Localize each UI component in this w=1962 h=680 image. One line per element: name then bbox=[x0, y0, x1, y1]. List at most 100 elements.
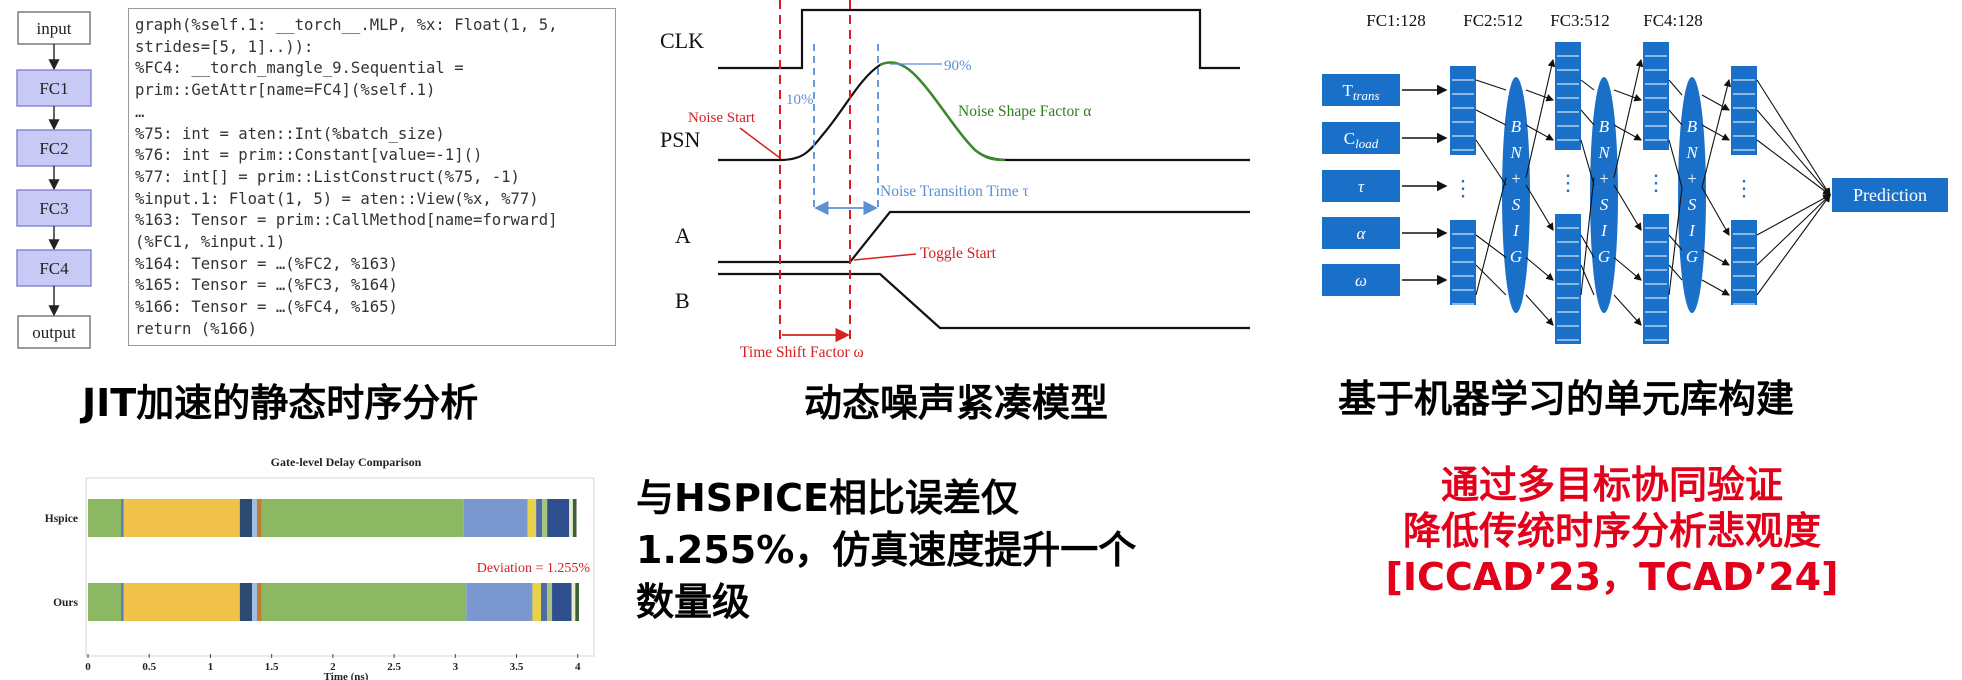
nn-connection bbox=[1475, 234, 1507, 258]
code-line: … bbox=[135, 102, 145, 121]
nn-connection bbox=[1525, 257, 1554, 281]
clk-waveform bbox=[718, 8, 1240, 70]
conclusion-line: 降低传统时序分析悲观度 bbox=[1402, 509, 1821, 553]
code-line: strides=[5, 1]..)): bbox=[135, 37, 314, 56]
delay-comparison-chart: Gate-level Delay Comparison Hspice Ours 0 0… bbox=[45, 455, 595, 680]
x-tick-label: 3 bbox=[453, 661, 459, 673]
code-line: %164: Tensor = …(%FC2, %163) bbox=[135, 254, 398, 273]
bn-sig-char: B bbox=[1687, 117, 1698, 136]
layer-header: FC4:128 bbox=[1643, 11, 1703, 30]
nn-connection bbox=[1475, 109, 1507, 126]
code-line: %76: int = prim::Constant[value=-1]() bbox=[135, 146, 483, 165]
delay-bar-segment bbox=[541, 583, 548, 621]
code-line: %77: int[] = prim::ListConstruct(%75, -1… bbox=[135, 167, 520, 186]
delay-bar-segment bbox=[252, 583, 257, 621]
psn-label: PSN bbox=[660, 127, 700, 152]
nn-input-box bbox=[1322, 74, 1400, 106]
delay-bar-segment bbox=[466, 583, 533, 621]
nn-layer-column bbox=[1643, 214, 1669, 344]
code-line: graph(%self.1: __torch__.MLP, %x: Float(… bbox=[135, 16, 558, 34]
nn-connection bbox=[1475, 79, 1507, 91]
nn-connection bbox=[1613, 89, 1643, 102]
nn-output-connection bbox=[1756, 79, 1831, 196]
nn-connection bbox=[1475, 177, 1507, 296]
x-tick-label: 1.5 bbox=[265, 661, 279, 673]
chart-xlabel: Time (ns) bbox=[324, 671, 369, 680]
noise-waveform-diagram: CLK PSN A B Noise Start 10% 90% Noise Sh… bbox=[660, 0, 1250, 361]
code-line: (%FC1, %input.1) bbox=[135, 233, 286, 252]
nn-output-connection bbox=[1756, 109, 1831, 196]
bn-sig-char: S bbox=[1600, 195, 1609, 214]
result-line: 1.255%，仿真速度提升一个 bbox=[636, 528, 1137, 572]
clk-label: CLK bbox=[660, 28, 704, 53]
x-tick-label: 0 bbox=[85, 661, 91, 673]
x-tick-label: 0.5 bbox=[142, 661, 156, 673]
delay-bar-segment bbox=[527, 499, 537, 537]
delay-bar-segment bbox=[123, 499, 240, 537]
nn-ellipsis: ⋮ bbox=[1645, 170, 1667, 195]
delay-bar-segment bbox=[261, 583, 467, 621]
nn-input-box bbox=[1322, 217, 1400, 249]
flow-label: input bbox=[37, 19, 72, 38]
delay-bar-segment bbox=[536, 499, 543, 537]
delay-bar-segment bbox=[123, 583, 240, 621]
nn-connection bbox=[1613, 184, 1642, 231]
nn-connection bbox=[1613, 124, 1642, 141]
code-line: return (%166) bbox=[135, 319, 258, 338]
noise-caption: 动态噪声紧凑模型 bbox=[804, 381, 1109, 425]
nn-layer-column bbox=[1555, 214, 1581, 344]
delay-bar-segment bbox=[571, 583, 576, 621]
nn-input-box bbox=[1322, 264, 1400, 296]
bn-sig-char: I bbox=[1512, 221, 1520, 240]
delay-bar-segment bbox=[547, 583, 553, 621]
delay-bar-segment bbox=[547, 499, 570, 537]
nn-connection bbox=[1613, 257, 1642, 281]
nn-connection bbox=[1525, 294, 1554, 326]
nn-connection bbox=[1613, 294, 1642, 326]
bn-sig-char: B bbox=[1599, 117, 1610, 136]
ten-percent-label: 10% bbox=[786, 92, 814, 108]
nn-connection bbox=[1668, 79, 1683, 96]
nn-layer-column bbox=[1555, 42, 1581, 150]
layer-header: FC2:512 bbox=[1463, 11, 1523, 30]
code-line: %75: int = aten::Int(%batch_size) bbox=[135, 124, 445, 143]
nn-connection bbox=[1580, 139, 1595, 186]
flow-io-box bbox=[17, 11, 91, 45]
nn-connection bbox=[1668, 187, 1683, 296]
nn-connection bbox=[1580, 264, 1595, 296]
flow-io-box bbox=[17, 315, 91, 349]
code-line: %input.1: Float(1, 5) = aten::View(%x, %… bbox=[135, 189, 539, 208]
delay-bar-segment bbox=[88, 583, 122, 621]
bn-sig-char: G bbox=[1598, 247, 1610, 266]
delay-bar-segment bbox=[121, 499, 124, 537]
code-line: %165: Tensor = …(%FC3, %164) bbox=[135, 276, 398, 295]
nn-input-label: τ bbox=[1358, 177, 1365, 196]
nn-output-connection bbox=[1756, 194, 1831, 236]
delay-bar-segment bbox=[261, 499, 464, 537]
bn-sig-char: + bbox=[1686, 169, 1697, 188]
x-tick-label: 4 bbox=[575, 661, 581, 673]
nn-layer-column bbox=[1450, 66, 1476, 155]
transition-time-label: Noise Transition Time τ bbox=[880, 183, 1029, 200]
bn-sig-char: I bbox=[1688, 221, 1696, 240]
x-tick-label: 2.5 bbox=[387, 661, 401, 673]
a-waveform bbox=[718, 210, 1250, 264]
x-tick-label: 1 bbox=[208, 661, 214, 673]
bn-sig-char: + bbox=[1510, 169, 1521, 188]
nn-connection bbox=[1525, 124, 1554, 141]
nn-output-connection bbox=[1756, 139, 1831, 196]
nn-architecture-diagram: FC1:128 FC2:512 FC3:512 FC4:128TtransCloadτ… bbox=[1322, 11, 1948, 344]
bn-sig-char: N bbox=[1597, 143, 1611, 162]
bn-sig-char: N bbox=[1509, 143, 1523, 162]
bn-sig-char: G bbox=[1686, 247, 1698, 266]
nn-connection bbox=[1580, 109, 1595, 126]
delay-bar-segment bbox=[121, 583, 124, 621]
x-tick-label: 2 bbox=[330, 661, 336, 673]
torchscript-code-box: graph(%self.1: __torch__.MLP, %x: Float(… bbox=[128, 8, 616, 346]
flow-label: FC1 bbox=[39, 79, 68, 98]
nn-connection bbox=[1668, 109, 1683, 126]
noise-start-pointer bbox=[739, 127, 781, 159]
nn-input-label: α bbox=[1357, 224, 1367, 243]
bn-sig-char: G bbox=[1510, 247, 1522, 266]
nn-input-box bbox=[1322, 170, 1400, 202]
